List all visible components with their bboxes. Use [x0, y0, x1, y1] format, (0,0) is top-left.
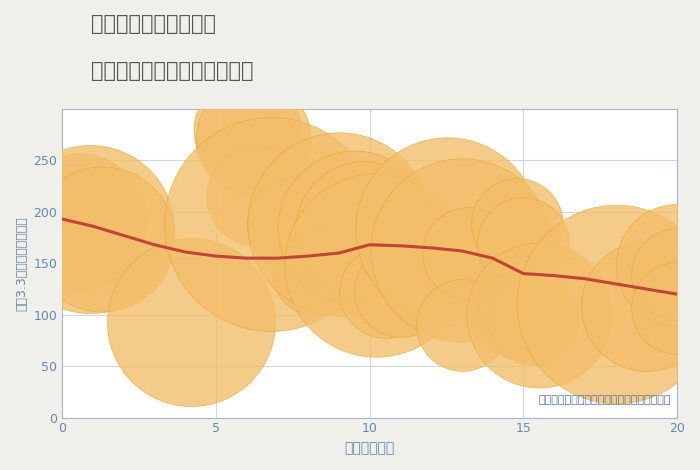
Point — [456, 246, 468, 254]
Point — [312, 267, 323, 274]
Point — [395, 287, 406, 295]
Y-axis label: 坪（3.3㎡）単価（万円）: 坪（3.3㎡）単価（万円） — [15, 216, 28, 311]
Point — [72, 219, 83, 226]
X-axis label: 駅距離（分）: 駅距離（分） — [344, 441, 395, 455]
Point — [441, 226, 452, 233]
Point — [640, 303, 652, 310]
Point — [518, 311, 529, 319]
Point — [671, 304, 682, 311]
Point — [610, 301, 621, 308]
Point — [251, 193, 262, 200]
Text: 駅距離別中古マンション価格: 駅距離別中古マンション価格 — [91, 61, 253, 81]
Point — [287, 220, 298, 228]
Text: 神奈川県鎌倉市寺分の: 神奈川県鎌倉市寺分の — [91, 14, 216, 34]
Point — [527, 315, 538, 322]
Point — [247, 134, 258, 141]
Point — [518, 239, 529, 246]
Point — [671, 262, 682, 269]
Point — [671, 270, 682, 277]
Point — [456, 321, 468, 329]
Point — [379, 288, 391, 296]
Point — [85, 226, 96, 233]
Point — [463, 249, 474, 257]
Point — [97, 235, 108, 243]
Point — [241, 126, 252, 133]
Point — [186, 318, 197, 326]
Point — [266, 220, 277, 228]
Point — [512, 220, 523, 228]
Point — [333, 220, 344, 228]
Point — [370, 262, 382, 269]
Point — [518, 298, 529, 305]
Point — [349, 224, 360, 231]
Point — [533, 311, 545, 319]
Point — [358, 227, 369, 234]
Text: 円の大きさは、取引のあった物件面積を示す: 円の大きさは、取引のあった物件面積を示す — [538, 395, 671, 405]
